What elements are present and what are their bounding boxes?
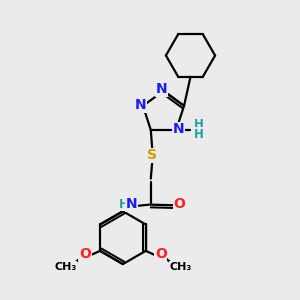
Text: S: S (147, 148, 157, 163)
Text: H: H (194, 118, 204, 131)
Text: CH₃: CH₃ (54, 262, 77, 272)
Text: N: N (155, 82, 167, 96)
Text: O: O (174, 197, 185, 211)
Text: N: N (173, 122, 184, 136)
Text: O: O (79, 247, 91, 261)
Text: CH₃: CH₃ (169, 262, 191, 272)
Text: H: H (194, 128, 204, 141)
Text: O: O (155, 247, 167, 261)
Text: H: H (119, 198, 129, 211)
Text: N: N (135, 98, 146, 112)
Text: N: N (125, 197, 137, 212)
